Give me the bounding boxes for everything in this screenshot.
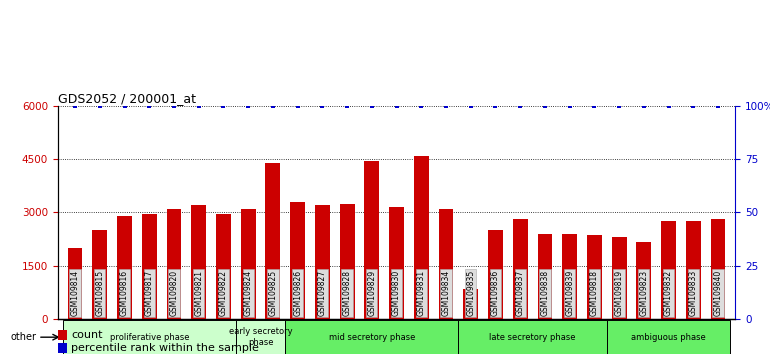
Text: GSM109817: GSM109817 bbox=[145, 270, 154, 316]
Text: GSM109827: GSM109827 bbox=[318, 270, 326, 316]
Text: GSM109835: GSM109835 bbox=[467, 270, 475, 316]
Bar bbox=[537, 234, 552, 319]
Text: GSM109821: GSM109821 bbox=[194, 270, 203, 316]
Bar bbox=[389, 207, 404, 319]
Bar bbox=[562, 234, 577, 319]
Text: GSM109816: GSM109816 bbox=[120, 270, 129, 316]
Bar bbox=[439, 209, 454, 319]
Bar bbox=[364, 161, 380, 319]
Bar bbox=[513, 219, 527, 319]
Bar bbox=[142, 214, 156, 319]
Text: GSM109824: GSM109824 bbox=[243, 270, 253, 316]
Text: late secretory phase: late secretory phase bbox=[489, 333, 576, 342]
Bar bbox=[216, 214, 231, 319]
Text: percentile rank within the sample: percentile rank within the sample bbox=[71, 343, 259, 353]
Text: GSM109826: GSM109826 bbox=[293, 270, 302, 316]
Bar bbox=[488, 230, 503, 319]
Bar bbox=[236, 320, 285, 354]
Text: GSM109829: GSM109829 bbox=[367, 270, 377, 316]
Bar bbox=[686, 221, 701, 319]
Bar bbox=[92, 230, 107, 319]
Text: GSM109832: GSM109832 bbox=[664, 270, 673, 316]
Bar bbox=[607, 320, 731, 354]
Text: early secretory
phase: early secretory phase bbox=[229, 327, 293, 347]
Text: GSM109831: GSM109831 bbox=[417, 270, 426, 316]
Text: GSM109837: GSM109837 bbox=[516, 270, 524, 316]
Text: other: other bbox=[11, 332, 37, 342]
Text: mid secretory phase: mid secretory phase bbox=[329, 333, 415, 342]
Bar bbox=[637, 242, 651, 319]
Bar bbox=[58, 343, 68, 353]
Text: GSM109838: GSM109838 bbox=[541, 270, 550, 316]
Text: proliferative phase: proliferative phase bbox=[109, 333, 189, 342]
Text: GSM109836: GSM109836 bbox=[491, 270, 500, 316]
Bar bbox=[661, 221, 676, 319]
Text: GSM109820: GSM109820 bbox=[169, 270, 179, 316]
Bar bbox=[290, 202, 305, 319]
Bar bbox=[340, 204, 354, 319]
Bar bbox=[266, 163, 280, 319]
Bar bbox=[241, 209, 256, 319]
Text: GSM109839: GSM109839 bbox=[565, 270, 574, 316]
Bar bbox=[285, 320, 458, 354]
Bar bbox=[458, 320, 607, 354]
Text: ambiguous phase: ambiguous phase bbox=[631, 333, 706, 342]
Text: GSM109840: GSM109840 bbox=[714, 270, 722, 316]
Bar bbox=[464, 289, 478, 319]
Bar bbox=[191, 205, 206, 319]
Text: GSM109834: GSM109834 bbox=[441, 270, 450, 316]
Bar bbox=[166, 209, 182, 319]
Bar bbox=[117, 216, 132, 319]
Text: GSM109818: GSM109818 bbox=[590, 270, 599, 316]
Text: GDS2052 / 200001_at: GDS2052 / 200001_at bbox=[58, 92, 196, 105]
Text: GSM109825: GSM109825 bbox=[269, 270, 277, 316]
Text: GSM109822: GSM109822 bbox=[219, 270, 228, 316]
Text: GSM109814: GSM109814 bbox=[71, 270, 79, 316]
Bar bbox=[315, 205, 330, 319]
Text: GSM109823: GSM109823 bbox=[639, 270, 648, 316]
Bar bbox=[62, 320, 236, 354]
Text: GSM109833: GSM109833 bbox=[689, 270, 698, 316]
Text: GSM109830: GSM109830 bbox=[392, 270, 401, 316]
Bar bbox=[587, 235, 602, 319]
Bar bbox=[711, 219, 725, 319]
Bar bbox=[611, 237, 627, 319]
Text: GSM109828: GSM109828 bbox=[343, 270, 352, 316]
Bar bbox=[58, 331, 68, 341]
Text: count: count bbox=[71, 330, 102, 341]
Bar bbox=[413, 156, 429, 319]
Bar bbox=[68, 248, 82, 319]
Text: GSM109819: GSM109819 bbox=[614, 270, 624, 316]
Text: GSM109815: GSM109815 bbox=[95, 270, 104, 316]
